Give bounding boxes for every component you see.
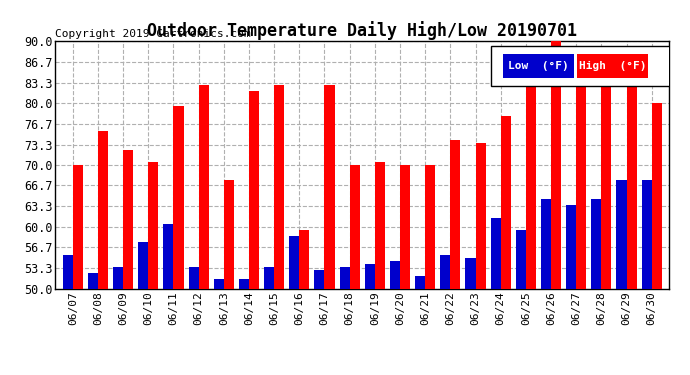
Bar (249, 91, 259, 289)
Bar (541, 199, 551, 289)
Bar (123, 150, 133, 289)
FancyBboxPatch shape (491, 46, 688, 86)
Bar (651, 103, 662, 289)
Bar (576, 60, 586, 289)
Bar (390, 261, 400, 289)
Bar (551, 41, 561, 289)
Bar (138, 242, 148, 289)
Bar (350, 165, 359, 289)
Bar (415, 276, 425, 289)
Bar (289, 236, 299, 289)
Bar (63, 255, 73, 289)
Bar (591, 199, 602, 289)
Bar (602, 69, 611, 289)
Bar (491, 217, 501, 289)
Bar (616, 180, 627, 289)
Bar (324, 85, 335, 289)
Bar (375, 162, 385, 289)
Bar (224, 180, 234, 289)
Bar (264, 267, 274, 289)
Text: Copyright 2019 Cartronics.com: Copyright 2019 Cartronics.com (55, 29, 251, 39)
Text: Low  (°F): Low (°F) (509, 61, 569, 71)
Bar (214, 279, 224, 289)
Bar (466, 258, 475, 289)
Bar (98, 131, 108, 289)
Text: High  (°F): High (°F) (579, 61, 647, 71)
Bar (113, 267, 123, 289)
Bar (315, 270, 324, 289)
Bar (199, 85, 209, 289)
Bar (164, 224, 173, 289)
Bar (516, 230, 526, 289)
Bar (365, 264, 375, 289)
FancyBboxPatch shape (504, 54, 574, 78)
Bar (642, 180, 651, 289)
Bar (73, 165, 83, 289)
Bar (148, 162, 159, 289)
Bar (188, 267, 199, 289)
Bar (526, 78, 536, 289)
Bar (239, 279, 249, 289)
Bar (451, 140, 460, 289)
Bar (400, 165, 410, 289)
Bar (501, 116, 511, 289)
Bar (339, 267, 350, 289)
Bar (627, 60, 637, 289)
Bar (440, 255, 451, 289)
Bar (566, 205, 576, 289)
Bar (299, 230, 309, 289)
Bar (173, 106, 184, 289)
Title: Outdoor Temperature Daily High/Low 20190701: Outdoor Temperature Daily High/Low 20190… (147, 21, 578, 40)
Bar (475, 143, 486, 289)
Bar (274, 85, 284, 289)
Bar (88, 273, 98, 289)
FancyBboxPatch shape (577, 54, 648, 78)
Bar (425, 165, 435, 289)
